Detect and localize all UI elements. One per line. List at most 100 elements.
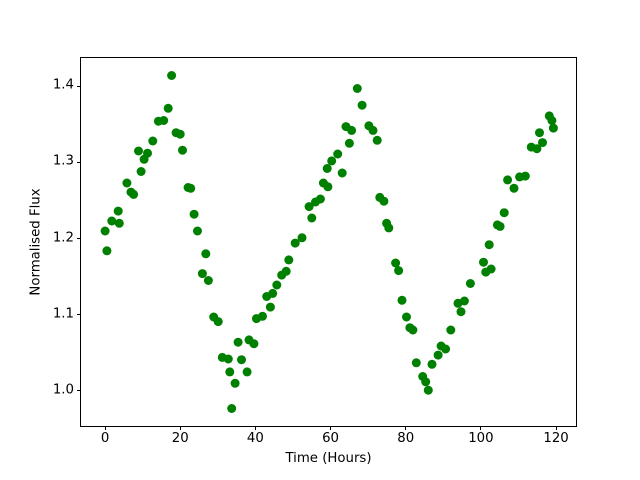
data-point bbox=[520, 171, 530, 181]
x-tick-mark bbox=[555, 426, 557, 430]
x-tick-mark bbox=[179, 426, 181, 430]
data-point bbox=[201, 249, 211, 259]
data-point bbox=[227, 404, 237, 413]
y-tick-label: 1.0 bbox=[52, 382, 74, 398]
data-point bbox=[178, 145, 187, 155]
data-point bbox=[352, 84, 362, 93]
x-tick-label: 120 bbox=[543, 431, 569, 446]
data-point bbox=[163, 103, 173, 113]
y-tick-mark bbox=[77, 161, 81, 163]
data-point bbox=[107, 216, 117, 226]
data-point bbox=[357, 100, 367, 110]
data-point bbox=[272, 280, 282, 290]
data-point bbox=[114, 218, 124, 228]
data-point bbox=[337, 168, 347, 178]
data-point bbox=[344, 138, 354, 148]
data-point bbox=[347, 125, 357, 135]
x-tick-label: 100 bbox=[468, 431, 494, 446]
data-point bbox=[368, 125, 378, 135]
y-tick-label: 1.4 bbox=[52, 77, 74, 93]
data-point bbox=[265, 302, 275, 312]
data-point bbox=[532, 144, 542, 154]
x-tick-mark bbox=[254, 426, 256, 430]
data-point bbox=[307, 213, 317, 223]
data-point bbox=[397, 295, 407, 305]
data-point bbox=[175, 129, 185, 139]
data-point bbox=[394, 266, 404, 276]
data-point bbox=[433, 350, 443, 360]
data-point bbox=[323, 182, 333, 192]
data-point bbox=[233, 337, 243, 347]
x-tick-mark bbox=[330, 426, 332, 430]
data-point bbox=[548, 123, 558, 133]
data-point bbox=[538, 138, 547, 148]
data-point bbox=[136, 167, 146, 176]
data-point bbox=[129, 189, 139, 199]
data-point bbox=[535, 128, 544, 138]
data-point bbox=[297, 233, 307, 243]
data-point bbox=[249, 339, 259, 349]
y-tick-mark bbox=[77, 238, 81, 240]
data-point bbox=[122, 178, 132, 188]
data-point bbox=[402, 312, 411, 322]
data-point bbox=[203, 276, 213, 285]
x-tick-label: 0 bbox=[100, 431, 110, 446]
data-point bbox=[189, 209, 199, 219]
data-point bbox=[258, 311, 267, 321]
data-point bbox=[186, 183, 196, 193]
data-point bbox=[148, 136, 158, 146]
data-point bbox=[197, 269, 207, 279]
y-tick-mark bbox=[77, 85, 81, 87]
data-point bbox=[223, 354, 233, 364]
data-point bbox=[509, 183, 519, 193]
data-point bbox=[315, 194, 325, 204]
data-point bbox=[421, 377, 431, 387]
scatter-points bbox=[100, 71, 558, 413]
data-point bbox=[446, 325, 456, 335]
data-point bbox=[423, 385, 433, 395]
data-point bbox=[304, 202, 314, 212]
data-point bbox=[456, 307, 466, 317]
y-tick-mark bbox=[77, 390, 81, 392]
data-point bbox=[486, 264, 496, 274]
data-point bbox=[322, 164, 332, 173]
data-point bbox=[484, 240, 494, 250]
data-point bbox=[213, 317, 223, 327]
data-point bbox=[411, 358, 421, 368]
data-point bbox=[495, 221, 505, 231]
data-point bbox=[230, 378, 240, 388]
data-point bbox=[333, 149, 343, 159]
data-point bbox=[268, 288, 278, 298]
y-tick-label: 1.3 bbox=[52, 154, 74, 170]
data-point bbox=[167, 71, 177, 80]
data-point bbox=[100, 226, 110, 236]
data-point bbox=[237, 355, 246, 365]
data-point bbox=[225, 367, 235, 377]
plot-area: 0 20 40 60 80 100 120 1.0 1.1 1.2 1.3 1.4 bbox=[53, 57, 577, 446]
y-tick-mark bbox=[77, 314, 81, 316]
data-point bbox=[465, 279, 475, 288]
x-tick-label: 80 bbox=[397, 431, 415, 446]
data-point bbox=[384, 223, 394, 233]
data-point bbox=[290, 238, 300, 248]
data-point bbox=[441, 344, 451, 354]
data-point bbox=[159, 116, 169, 125]
data-point bbox=[547, 116, 557, 125]
data-point bbox=[408, 325, 418, 335]
data-point bbox=[134, 146, 143, 156]
data-point bbox=[499, 208, 509, 218]
data-point bbox=[327, 156, 337, 166]
y-tick-label: 1.1 bbox=[52, 306, 74, 322]
data-point bbox=[379, 196, 389, 206]
y-axis-label: Normalised Flux bbox=[28, 188, 44, 296]
x-tick-mark bbox=[480, 426, 482, 430]
data-point bbox=[193, 226, 202, 236]
x-tick-mark bbox=[405, 426, 407, 430]
x-tick-mark bbox=[104, 426, 106, 430]
x-tick-label: 20 bbox=[171, 431, 189, 446]
data-point bbox=[284, 255, 294, 265]
data-point bbox=[391, 258, 401, 268]
data-point bbox=[372, 135, 382, 145]
data-point bbox=[427, 359, 437, 369]
